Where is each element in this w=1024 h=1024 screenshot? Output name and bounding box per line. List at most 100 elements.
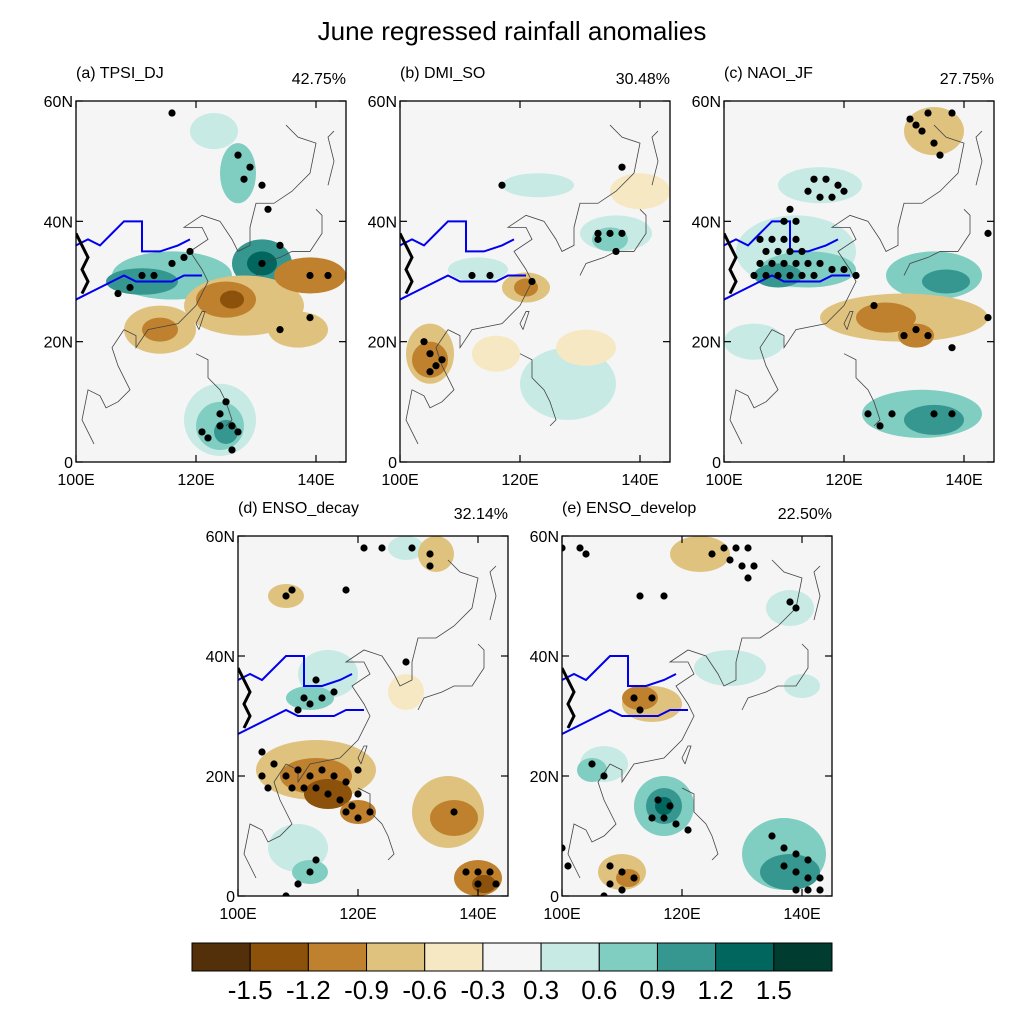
significance-dot <box>324 271 332 280</box>
significance-dot <box>984 314 992 322</box>
significance-dot <box>792 868 800 876</box>
anomaly-contour <box>388 536 424 560</box>
colorbar-tick-label: -1.5 <box>227 975 273 1005</box>
anomaly-contour <box>142 317 178 342</box>
significance-dot <box>408 544 416 552</box>
significance-dot <box>588 760 596 768</box>
significance-dot <box>768 235 776 243</box>
significance-dot <box>948 410 956 418</box>
anomaly-contour <box>724 323 784 360</box>
colorbar-swatch <box>482 942 542 972</box>
significance-dot <box>840 187 848 195</box>
significance-dot <box>492 880 500 888</box>
lon-tick-label: 120E <box>663 906 700 923</box>
significance-dot <box>912 121 920 129</box>
significance-stippling <box>562 544 824 896</box>
anomaly-contour <box>520 347 616 420</box>
panel-percent: 32.14% <box>454 506 508 523</box>
significance-dot <box>636 592 644 600</box>
anomaly-contour <box>286 686 334 710</box>
map-panel: 0 20N 40N 60N 100E 120E 140E (c) NAOI_JF 27.75% <box>692 65 995 489</box>
anomaly-contour <box>760 854 820 890</box>
colorbar-tick-label: 1.5 <box>755 975 792 1005</box>
lon-tick-label: 140E <box>783 906 820 923</box>
significance-dot <box>282 892 290 896</box>
significance-dot <box>630 874 638 882</box>
significance-dot <box>948 344 956 352</box>
indochina-coastline <box>81 329 131 445</box>
significance-dot <box>562 544 566 552</box>
lon-tick-label: 140E <box>297 472 334 489</box>
significance-dot <box>750 271 758 280</box>
significance-stippling <box>258 544 500 896</box>
significance-dot <box>906 115 914 123</box>
significance-dot <box>258 259 266 268</box>
significance-dot <box>276 326 284 334</box>
significance-dot <box>330 688 338 696</box>
significance-dot <box>426 368 434 376</box>
significance-dot <box>222 398 230 406</box>
significance-dot <box>816 259 824 268</box>
figure-title: June regressed rainfall anomalies <box>317 16 707 46</box>
significance-dot <box>150 271 158 280</box>
significance-dot <box>342 586 350 594</box>
significance-dot <box>936 151 944 159</box>
significance-dot <box>270 760 278 768</box>
lat-tick-label: 0 <box>550 889 559 906</box>
japan-coastline <box>903 209 971 276</box>
yangtze-river <box>562 708 688 735</box>
anomaly-contour <box>418 536 454 572</box>
lon-tick-label: 120E <box>339 906 376 923</box>
significance-dot <box>792 259 800 268</box>
map-panel: 0 20N 40N 60N 100E 120E 140E (e) ENSO_develop 22… <box>530 500 833 923</box>
map-frame <box>75 100 347 463</box>
significance-dot <box>228 422 236 430</box>
significance-dot <box>924 109 932 117</box>
significance-dot <box>672 820 680 828</box>
map-frame <box>723 100 995 463</box>
significance-dot <box>562 844 566 852</box>
significance-dot <box>318 694 326 702</box>
anomaly-contour <box>784 674 820 698</box>
significance-dot <box>762 247 770 256</box>
colorbar-swatch <box>424 942 484 972</box>
yellow-river <box>76 220 191 253</box>
significance-dot <box>432 362 440 370</box>
significance-dot <box>930 410 938 418</box>
significance-dot <box>258 181 266 189</box>
colorbar-tick-label: 0.3 <box>523 975 560 1005</box>
colorbar-swatch <box>656 942 717 972</box>
anomaly-contour <box>472 875 496 893</box>
lon-tick-label: 140E <box>621 472 658 489</box>
significance-dot <box>774 247 782 256</box>
lat-tick-label: 20N <box>368 335 397 352</box>
significance-dot <box>246 163 254 171</box>
coastline <box>123 124 317 350</box>
lon-tick-label: 100E <box>543 906 580 923</box>
significance-dot <box>342 778 350 786</box>
japan-coastline <box>579 209 647 276</box>
anomaly-contour <box>556 329 616 366</box>
colorbar-tick-label: -0.9 <box>344 975 389 1005</box>
taiwan-coastline <box>195 311 206 330</box>
significance-dot <box>354 766 362 774</box>
significance-dot <box>828 265 836 274</box>
significance-dot <box>294 706 302 714</box>
anomaly-contour <box>694 650 766 686</box>
significance-dot <box>792 217 800 225</box>
colorbar-tick-label: -1.2 <box>285 975 331 1005</box>
significance-dot <box>786 271 794 280</box>
significance-dot <box>648 814 656 822</box>
significance-dot <box>264 784 272 792</box>
significance-dot <box>900 332 908 340</box>
map-frame <box>399 100 671 463</box>
colorbar-tick-label: -0.3 <box>460 975 506 1005</box>
lon-tick-label: 100E <box>57 472 94 489</box>
significance-dot <box>804 187 812 195</box>
lon-tick-label: 100E <box>705 472 742 489</box>
significance-dot <box>474 868 482 876</box>
significance-dot <box>600 892 608 896</box>
lat-tick-label: 0 <box>712 455 721 472</box>
significance-dot <box>378 544 386 552</box>
anomaly-field <box>562 536 826 890</box>
